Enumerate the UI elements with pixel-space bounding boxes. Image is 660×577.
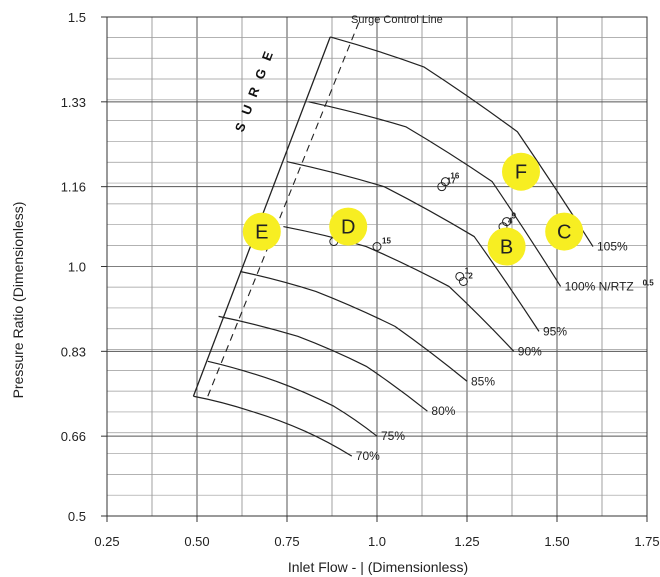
highlight-marker-label: E (255, 222, 268, 244)
y-axis-title: Pressure Ratio (Dimensionless) (10, 202, 26, 399)
test-point (372, 242, 382, 252)
speed-curve-label: 100% N/RTZ (565, 279, 634, 293)
test-point-label: 17 (447, 177, 456, 186)
speed-curve-label: 85% (471, 374, 495, 388)
speed-curve (207, 360, 378, 437)
highlight-marker (242, 212, 281, 251)
plot-axes: 0.25 0.50 0.75 1.0 1.25 1.50 1.75 0.5 0.66 0.83 1.… (61, 10, 660, 549)
surge-control-label: Surge Control Line (351, 14, 443, 26)
y-tick-label: 1.0 (68, 260, 86, 275)
highlight-marker (329, 207, 368, 246)
x-tick-label: 0.75 (274, 534, 299, 549)
test-point-label: 1 (465, 266, 470, 275)
highlight-marker-label: D (341, 217, 355, 239)
x-tick-label: 1.75 (634, 534, 659, 549)
speed-curve-label: 90% (518, 344, 542, 358)
highlight-marker-label: B (500, 237, 513, 259)
highlight-marker (487, 227, 526, 266)
speed-curve (283, 225, 515, 352)
surge-control-line (207, 21, 360, 397)
test-point-label: 16 (450, 172, 459, 181)
speed-curve-label: 105% (597, 240, 628, 254)
test-point-label: 9 (512, 212, 517, 221)
plot-grid (106, 16, 648, 517)
y-tick-label: 0.83 (61, 344, 86, 359)
speed-curve (193, 395, 353, 457)
test-point (437, 182, 447, 192)
speed-curve (308, 101, 562, 287)
x-tick-label: 0.50 (184, 534, 209, 549)
speed-curve-label: 70% (356, 449, 380, 463)
highlight-marker (502, 152, 540, 191)
speed-curve (330, 36, 594, 247)
y-tick-label: 0.66 (61, 429, 86, 444)
y-tick-label: 1.5 (68, 10, 86, 25)
test-point-label: 2 (468, 271, 473, 280)
x-tick-label: 1.50 (544, 534, 569, 549)
y-tick-label: 1.33 (61, 95, 86, 110)
x-tick-label: 0.25 (94, 534, 119, 549)
speed-curve-label: 95% (543, 324, 567, 338)
highlight-marker-label: F (515, 162, 527, 184)
speed-curve-superscript: 0.5 (643, 278, 655, 287)
highlight-marker (545, 212, 584, 251)
test-point (502, 217, 512, 227)
speed-curve (286, 161, 540, 332)
x-axis-title: Inlet Flow - | (Dimensionless) (288, 559, 468, 575)
x-tick-label: 1.0 (368, 534, 386, 549)
test-points: 1512161749113 (264, 172, 517, 286)
highlight-marker-label: C (557, 222, 571, 244)
y-tick-label: 1.16 (61, 180, 86, 195)
highlight-markers: D B C E F (242, 152, 584, 266)
speed-curve (218, 315, 428, 412)
test-point (458, 276, 468, 286)
x-tick-label: 1.25 (454, 534, 479, 549)
speed-curve-label: 80% (431, 404, 455, 418)
speed-curve-label: 75% (381, 429, 405, 443)
y-tick-label: 0.5 (68, 509, 86, 524)
speed-curve (240, 270, 468, 382)
test-point-label: 15 (382, 237, 391, 246)
